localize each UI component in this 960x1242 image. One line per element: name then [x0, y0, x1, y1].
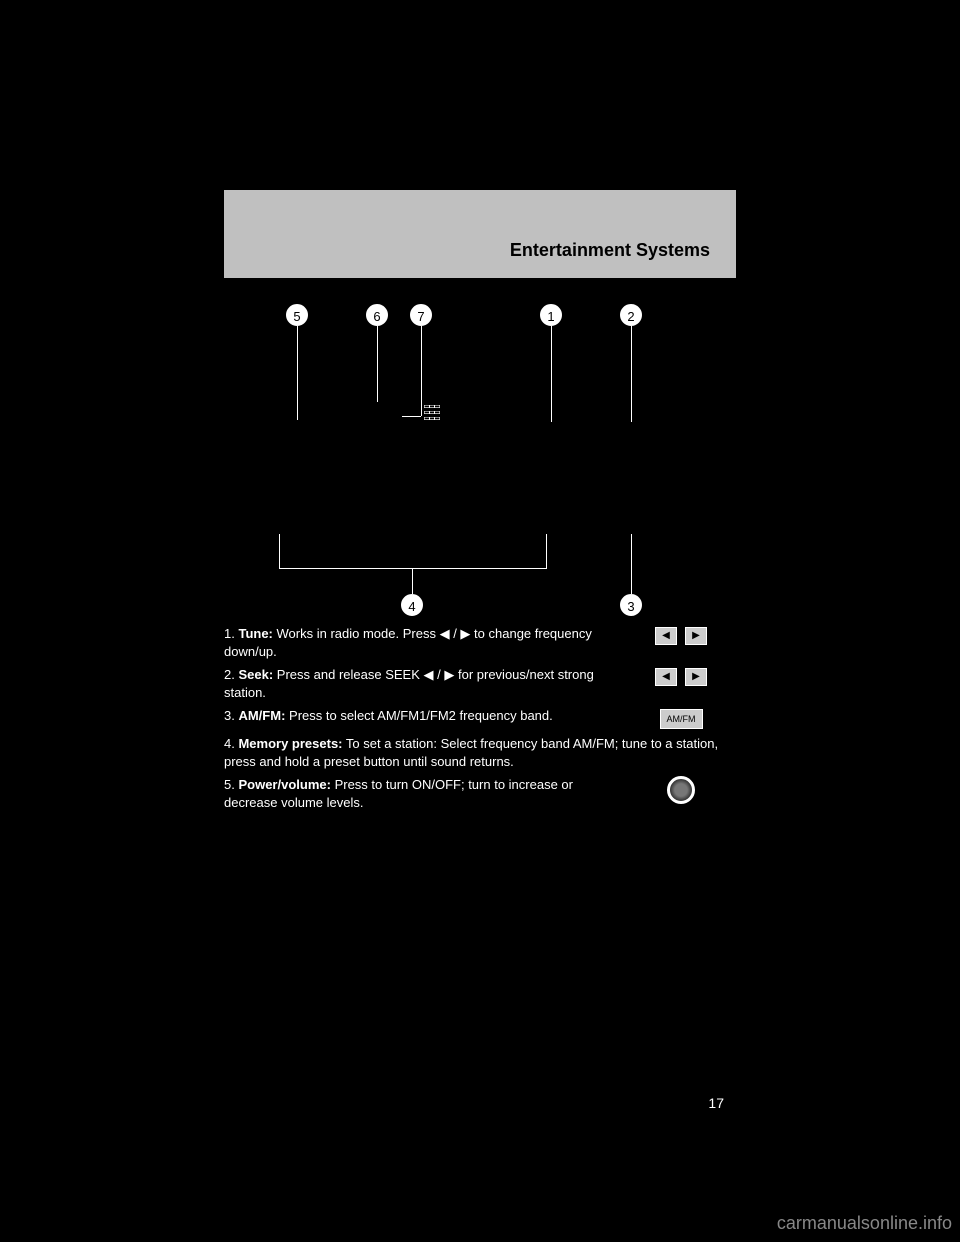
item-3-t1: Press to select AM/FM1/FM2 frequency ban… — [289, 708, 553, 723]
callout-5: 5 — [286, 304, 308, 326]
lead-line — [631, 326, 632, 422]
callout-4: 4 — [401, 594, 423, 616]
amfm-graphic: AM/FM — [626, 707, 736, 729]
seek-graphic: ◀ ▶ — [626, 666, 736, 688]
lead-line — [546, 534, 547, 568]
watermark: carmanualsonline.info — [777, 1213, 952, 1234]
page-content: Entertainment Systems 5 6 7 1 2 ▭▭▭▭▭▭▭▭… — [224, 190, 736, 628]
item-3-bold: AM/FM: — [238, 708, 285, 723]
lead-line — [412, 568, 413, 594]
item-4-text: 4. Memory presets: To set a station: Sel… — [224, 735, 736, 770]
tune-left-icon: ◀ — [655, 627, 677, 645]
seek-left-icon: ◀ — [655, 668, 677, 686]
page-title: Entertainment Systems — [510, 240, 710, 261]
display-icon: ▭▭▭▭▭▭▭▭▭ — [424, 404, 439, 422]
lead-line — [279, 534, 280, 568]
item-1-text: 1. Tune: Works in radio mode. Press ◀ / … — [224, 625, 626, 660]
tune-right-icon: ▶ — [685, 627, 707, 645]
item-5-bold: Power/volume: — [238, 777, 330, 792]
item-3: 3. AM/FM: Press to select AM/FM1/FM2 fre… — [224, 707, 736, 729]
item-5: 5. Power/volume: Press to turn ON/OFF; t… — [224, 776, 736, 811]
callout-7: 7 — [410, 304, 432, 326]
item-1: 1. Tune: Works in radio mode. Press ◀ / … — [224, 625, 736, 660]
item-2-arrows: ◀ / ▶ — [424, 667, 455, 682]
callout-1: 1 — [540, 304, 562, 326]
volume-graphic — [626, 776, 736, 809]
lead-line — [279, 568, 547, 569]
item-1-label: 1. — [224, 626, 235, 641]
item-1-t1: Works in radio mode. Press — [277, 626, 436, 641]
volume-knob-icon — [667, 776, 695, 804]
item-2-text: 2. Seek: Press and release SEEK ◀ / ▶ fo… — [224, 666, 626, 701]
lead-line — [551, 326, 552, 422]
lead-line — [421, 326, 422, 416]
callout-3: 3 — [620, 594, 642, 616]
instructions-list: 1. Tune: Works in radio mode. Press ◀ / … — [224, 625, 736, 818]
page-number: 17 — [708, 1095, 724, 1111]
item-2-bold: Seek: — [238, 667, 273, 682]
item-1-arrows: ◀ / ▶ — [440, 626, 471, 641]
item-1-bold: Tune: — [238, 626, 272, 641]
item-2-t2: SEEK — [385, 667, 420, 682]
radio-diagram: 5 6 7 1 2 ▭▭▭▭▭▭▭▭▭ 4 3 — [224, 278, 736, 628]
tune-graphic: ◀ ▶ — [626, 625, 736, 647]
item-5-label: 5. — [224, 777, 235, 792]
seek-right-icon: ▶ — [685, 668, 707, 686]
callout-6: 6 — [366, 304, 388, 326]
item-5-text: 5. Power/volume: Press to turn ON/OFF; t… — [224, 776, 626, 811]
item-3-label: 3. — [224, 708, 235, 723]
item-2-label: 2. — [224, 667, 235, 682]
lead-line — [297, 326, 298, 420]
item-4-bold: Memory presets: — [238, 736, 342, 751]
lead-line — [402, 416, 421, 417]
item-4-label: 4. — [224, 736, 235, 751]
item-2: 2. Seek: Press and release SEEK ◀ / ▶ fo… — [224, 666, 736, 701]
section-header: Entertainment Systems — [224, 190, 736, 278]
item-3-text: 3. AM/FM: Press to select AM/FM1/FM2 fre… — [224, 707, 626, 725]
lead-line — [377, 326, 378, 402]
callout-2: 2 — [620, 304, 642, 326]
item-2-t1: Press and release — [277, 667, 382, 682]
amfm-button-icon: AM/FM — [660, 709, 703, 729]
item-4: 4. Memory presets: To set a station: Sel… — [224, 735, 736, 770]
lead-line — [631, 534, 632, 594]
